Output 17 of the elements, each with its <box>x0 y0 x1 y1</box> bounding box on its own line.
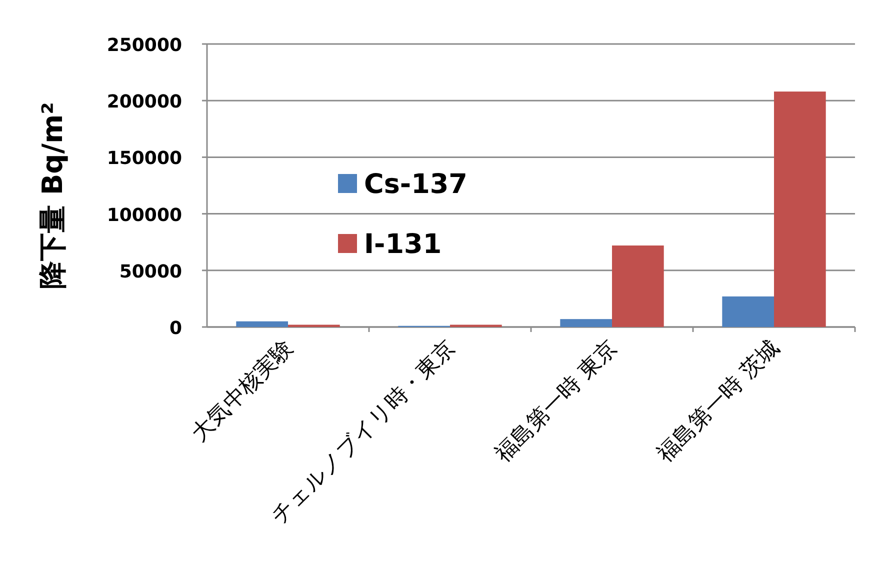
x-tick-label: 福島第一時 東京 <box>490 336 622 468</box>
bar <box>560 319 612 327</box>
legend-label: Cs-137 <box>364 169 468 200</box>
y-tick-label: 100000 <box>106 204 182 226</box>
x-tick-label: 福島第一時 茨城 <box>652 336 784 468</box>
x-tick-label: 大気中核実験 <box>187 336 298 447</box>
legend-label: I-131 <box>364 229 442 260</box>
y-tick-label: 0 <box>169 318 182 339</box>
y-tick-label: 50000 <box>119 261 182 282</box>
bar <box>612 245 664 327</box>
y-axis-title: 降下量 Bq/m² <box>36 102 69 289</box>
y-tick-label: 150000 <box>106 148 182 170</box>
y-tick-label: 250000 <box>106 35 182 56</box>
bar <box>722 296 774 327</box>
bar <box>774 92 826 327</box>
bar <box>236 321 288 327</box>
y-tick-label: 200000 <box>106 92 182 113</box>
